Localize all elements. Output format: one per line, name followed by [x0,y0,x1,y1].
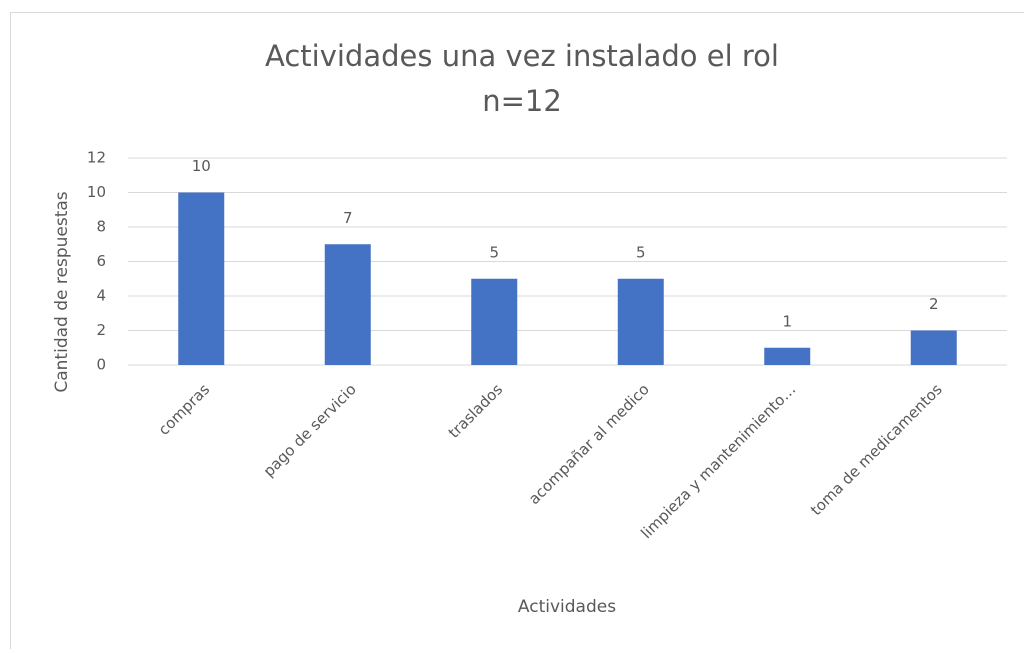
y-axis-title: Cantidad de respuestas [52,191,72,392]
y-tick-label: 4 [96,287,106,305]
x-axis-title: Actividades [518,597,616,617]
y-tick-label: 0 [96,356,106,374]
data-label: 10 [192,157,211,175]
bar [618,279,664,365]
bar [471,279,517,365]
y-tick-label: 2 [96,321,106,339]
data-label: 1 [782,312,792,330]
bar [325,244,371,365]
bar [911,331,957,366]
bar [178,193,224,366]
data-label: 5 [636,243,646,261]
y-tick-label: 6 [96,252,106,270]
data-label: 2 [929,295,939,313]
data-label: 7 [343,209,353,227]
chart-subtitle: n=12 [482,84,562,118]
bar [764,348,810,365]
chart-title: Actividades una vez instalado el rol [265,39,779,73]
data-label: 5 [489,243,499,261]
y-tick-label: 10 [87,183,106,201]
y-tick-label: 12 [87,149,106,167]
y-tick-label: 8 [96,218,106,236]
